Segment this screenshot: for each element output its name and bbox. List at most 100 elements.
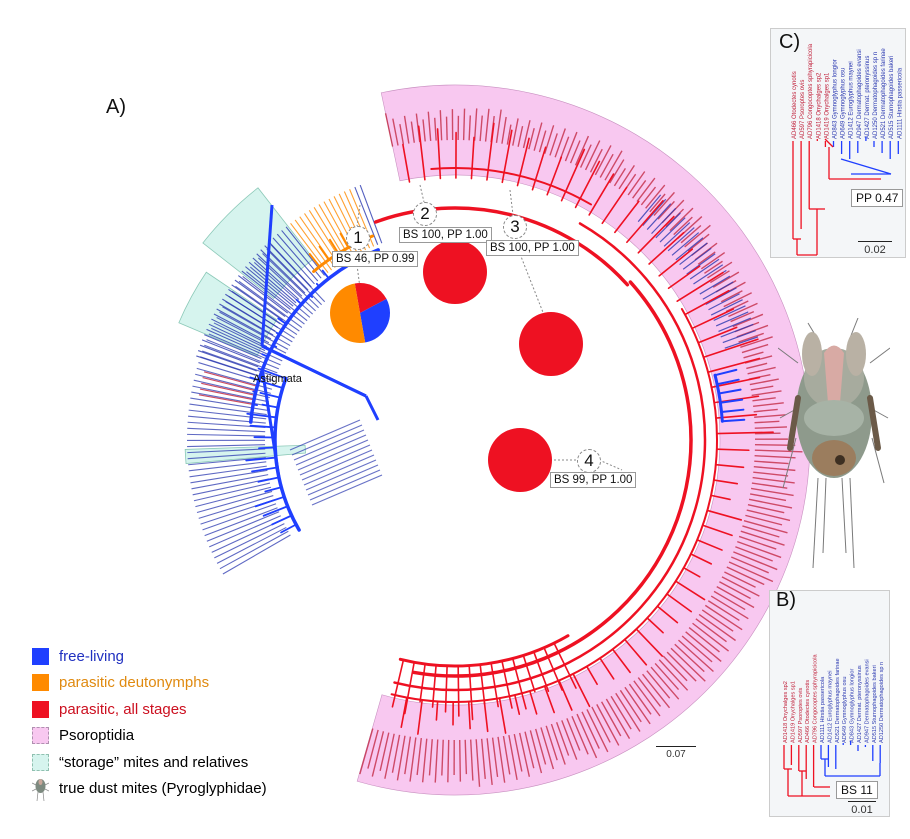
leaf-label: AD1418 Onychalges sp2 — [816, 72, 822, 139]
leaf-label-mark — [695, 618, 727, 643]
leaf-label-mark — [540, 727, 555, 770]
leaf-label-mark — [730, 310, 755, 323]
branch — [717, 388, 742, 395]
leaf-label-mark — [187, 448, 266, 454]
branch — [611, 648, 631, 674]
branch — [716, 378, 740, 386]
leaf-label-mark — [550, 723, 566, 765]
leaf-label-mark — [192, 385, 269, 403]
branch — [321, 269, 330, 280]
leaf-label-mark — [190, 397, 268, 411]
leaf-label-mark — [522, 120, 531, 149]
branch-backbone-red — [412, 280, 693, 678]
leaf-label-mark — [248, 261, 297, 304]
pie-slice-free_living — [360, 298, 391, 343]
leaf-label-mark — [253, 262, 314, 315]
leaf-label-mark — [427, 111, 432, 142]
panel-label-a: A) — [106, 96, 126, 118]
pie-slice-parasitic_all_stages — [423, 240, 487, 304]
branch — [467, 700, 471, 730]
leaf-label: AD521 Dermatophagoides farinae — [835, 658, 841, 743]
branch — [656, 605, 679, 624]
leaf-label-mark — [219, 530, 289, 570]
leaf-label-mark — [754, 414, 786, 418]
leaf-label-mark — [201, 382, 256, 396]
leaf-label-mark — [733, 551, 778, 571]
leaf-label: AD1250 Dermatophagoides sp n — [879, 662, 885, 743]
leaf-label-mark — [293, 429, 365, 461]
leaf-label-mark — [214, 523, 285, 559]
branch — [710, 494, 731, 501]
leaf-label-mark — [754, 432, 781, 435]
leaf-label-mark — [187, 444, 266, 448]
leaf-label-mark — [299, 444, 371, 476]
leaf-label-mark — [197, 350, 257, 372]
branch — [696, 539, 723, 551]
leaf-label: AD1111 Hirstia passericola — [820, 676, 826, 743]
branch — [719, 398, 744, 404]
branch — [624, 638, 648, 666]
leaf-label-mark — [682, 247, 712, 270]
leaf-label-mark — [735, 546, 773, 562]
leaf-label-mark — [642, 198, 667, 226]
leaf-label-mark — [191, 391, 269, 407]
leaf-label-mark — [392, 118, 399, 146]
clade-bands — [178, 84, 811, 796]
dust-mite-illustration — [778, 318, 890, 568]
leaf-label-mark — [196, 367, 273, 390]
leaf-label-mark — [700, 252, 726, 270]
leaf-label-mark — [657, 200, 675, 220]
leaf-label-mark — [685, 631, 722, 662]
pie-slice-parasitic_all_stages — [354, 283, 387, 313]
leaf-label-mark — [610, 695, 632, 730]
scale-label-c: 0.02 — [864, 244, 886, 256]
branch — [275, 331, 281, 336]
scale-bar-c: 0.02 — [855, 241, 895, 256]
leaf-label-mark — [722, 329, 756, 344]
leaf-label: AD1412 Euroglyphus maynei — [827, 671, 833, 743]
leaf-label-mark — [745, 514, 783, 526]
leaf-label-mark — [637, 677, 662, 707]
leaf-label-mark — [428, 739, 433, 776]
leaf-label-mark — [723, 292, 752, 308]
branch — [676, 271, 724, 302]
panel-label-b: B) — [776, 589, 796, 611]
leaf-label: AD597 Psoroptes ovis — [798, 687, 804, 743]
leaf-label-mark — [600, 701, 622, 737]
leaf-label-mark — [524, 731, 535, 769]
leaf-label-mark — [749, 378, 779, 386]
leaf-label-mark — [301, 449, 373, 481]
leaf-label-mark — [675, 237, 704, 261]
leaf-label-mark — [533, 122, 543, 151]
leaf-label-mark — [730, 556, 769, 574]
branch — [271, 514, 293, 526]
leaf-label-mark — [633, 680, 661, 717]
branch — [295, 298, 303, 306]
leaf-label-mark — [653, 191, 675, 216]
leaf-label-mark — [189, 465, 267, 478]
leaf-label-mark — [707, 261, 733, 279]
branch — [546, 156, 563, 196]
leaf-label-mark — [486, 738, 493, 786]
branch — [658, 248, 694, 277]
branch — [252, 390, 257, 394]
leaf-label-mark — [502, 735, 511, 775]
branch — [309, 294, 314, 299]
leaf-label-mark — [262, 253, 319, 309]
leaf-label-mark — [187, 433, 266, 437]
branch — [710, 376, 761, 389]
leaf-label-mark — [702, 281, 734, 300]
legend-item-dust-mites: true dust mites (Pyroglyphidae) — [32, 776, 267, 803]
leaf-label-mark — [746, 509, 791, 522]
leaf-label-mark — [189, 403, 267, 416]
branch — [251, 466, 279, 473]
leaf-label: AD466 Otodectes cynotis — [805, 680, 811, 743]
leaf-label-mark — [384, 733, 395, 779]
leaf-label-mark — [569, 140, 581, 164]
leaf-label-mark — [636, 177, 656, 202]
branch — [543, 685, 555, 714]
leaf-label-mark — [203, 371, 258, 387]
branch-root — [364, 395, 380, 421]
leaf-label-mark — [211, 318, 268, 348]
branch — [529, 690, 538, 715]
